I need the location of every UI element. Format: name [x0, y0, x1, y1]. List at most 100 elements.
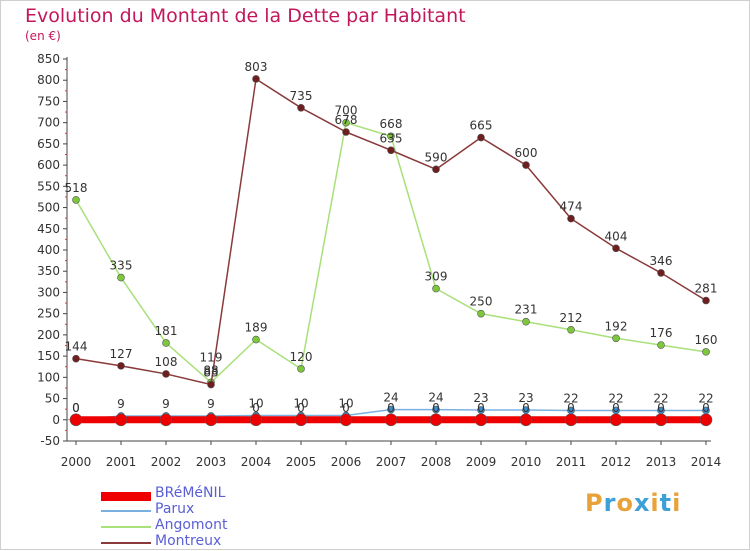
data-point-montreux	[342, 128, 350, 136]
data-label-extra: 0	[612, 401, 620, 415]
legend-item-montreux: Montreux	[101, 533, 301, 551]
y-tick-label: 600	[37, 158, 60, 172]
data-label-montreux: 144	[65, 340, 88, 354]
x-tick-label: 2009	[466, 455, 497, 469]
data-label-montreux: 665	[470, 119, 493, 133]
data-label-angomont: 518	[65, 181, 88, 195]
data-label-angomont: 250	[470, 295, 493, 309]
data-label-angomont: 192	[605, 319, 628, 333]
data-point-montreux	[162, 370, 170, 378]
y-tick-label: 750	[37, 94, 60, 108]
data-point-br-m-nil	[609, 413, 623, 427]
data-point-br-m-nil	[384, 413, 398, 427]
legend: BRéMéNIL Parux Angomont Montreux	[101, 485, 301, 551]
x-tick-label: 2014	[691, 455, 722, 469]
data-point-montreux	[117, 362, 125, 370]
x-tick-label: 2005	[286, 455, 317, 469]
data-label-parux: 9	[162, 397, 170, 411]
data-label-parux: 10	[338, 397, 353, 411]
data-label-montreux: 108	[155, 355, 178, 369]
data-point-angomont	[117, 273, 125, 282]
data-point-montreux	[567, 214, 575, 223]
y-tick-label: 0	[52, 413, 60, 427]
x-tick-label: 2004	[241, 455, 272, 469]
data-point-angomont	[567, 325, 575, 334]
data-point-br-m-nil	[519, 413, 533, 427]
data-point-br-m-nil	[294, 413, 308, 427]
data-point-angomont	[387, 132, 395, 141]
x-tick-label: 2000	[61, 455, 92, 469]
data-label-extra: 0	[522, 401, 530, 415]
y-tick-label: 100	[37, 370, 60, 384]
series-layer	[69, 75, 713, 427]
data-point-montreux	[432, 165, 440, 174]
data-label-parux: 23	[518, 391, 533, 405]
y-tick-label: 850	[37, 52, 60, 66]
data-label-extra: 0	[567, 401, 575, 415]
y-tick-label: 200	[37, 328, 60, 342]
data-label-angomont: 212	[560, 311, 583, 325]
data-point-angomont	[252, 335, 260, 344]
data-label-parux: 22	[653, 391, 668, 405]
data-point-montreux	[297, 104, 305, 112]
y-tick-label: 300	[37, 285, 60, 299]
data-label-montreux: 678	[335, 113, 358, 127]
data-point-br-m-nil	[204, 413, 218, 427]
data-label-angomont: 335	[110, 259, 133, 273]
data-point-br-m-nil	[69, 413, 83, 427]
data-label-angomont: 120	[290, 350, 313, 364]
x-tick-label: 2012	[601, 455, 632, 469]
legend-item-angomont: Angomont	[101, 517, 301, 535]
data-point-br-m-nil	[249, 413, 263, 427]
x-tick-label: 2011	[556, 455, 587, 469]
data-label-parux: 22	[563, 391, 578, 405]
data-label-angomont: 309	[425, 270, 448, 284]
data-label-angomont: 189	[245, 321, 268, 335]
data-point-br-m-nil	[564, 413, 578, 427]
y-tick-label: 700	[37, 116, 60, 130]
data-label-angomont: 176	[650, 326, 673, 340]
data-label-parux: 22	[698, 391, 713, 405]
legend-label-br-m-nil: BRéMéNIL	[155, 485, 226, 501]
data-point-angomont	[72, 196, 80, 204]
y-tick-label: 250	[37, 307, 60, 321]
data-label-angomont: 668	[380, 117, 403, 131]
data-point-montreux	[72, 354, 80, 363]
data-label-angomont: 181	[155, 324, 178, 338]
data-point-br-m-nil	[474, 413, 488, 427]
x-tick-label: 2010	[511, 455, 542, 469]
chart-subtitle: (en €)	[25, 29, 61, 43]
data-label-extra: 0	[252, 401, 260, 415]
x-tick-label: 2002	[151, 455, 182, 469]
data-point-angomont	[162, 339, 170, 347]
data-label-montreux: 281	[695, 282, 718, 296]
data-point-angomont	[657, 341, 665, 349]
data-label-parux: 22	[608, 391, 623, 405]
data-label-montreux: 600	[515, 146, 538, 160]
data-label-extra: 0	[72, 401, 80, 415]
data-label-montreux: 635	[380, 131, 403, 145]
data-point-montreux	[207, 380, 215, 389]
data-label-extra: 0	[657, 401, 665, 415]
data-point-br-m-nil	[699, 413, 713, 427]
y-tick-label: 650	[37, 137, 60, 151]
data-label-extra: 0	[702, 401, 710, 415]
data-label-montreux: 404	[605, 229, 628, 243]
data-label-parux: 10	[248, 397, 263, 411]
legend-label-angomont: Angomont	[155, 517, 228, 533]
x-tick-label: 2003	[196, 455, 227, 469]
y-tick-label: 50	[45, 392, 60, 406]
data-label-montreux: 346	[650, 254, 673, 268]
y-tick-label: -50	[40, 434, 60, 448]
legend-swatch-montreux	[101, 542, 151, 544]
data-label-parux: 23	[473, 391, 488, 405]
data-point-montreux	[387, 146, 395, 155]
data-point-angomont	[702, 348, 710, 356]
data-label-montreux: 127	[110, 347, 133, 361]
data-label-parux: 24	[383, 391, 398, 405]
data-point-montreux	[522, 161, 530, 169]
data-labels: 0 9 9 9 10 10 10 24 24 23 23 22 22 22 22 518 335 181 88 189…	[65, 60, 718, 415]
y-tick-label: 350	[37, 264, 60, 278]
x-tick-label: 2008	[421, 455, 452, 469]
legend-swatch-br-m-nil	[101, 491, 151, 501]
